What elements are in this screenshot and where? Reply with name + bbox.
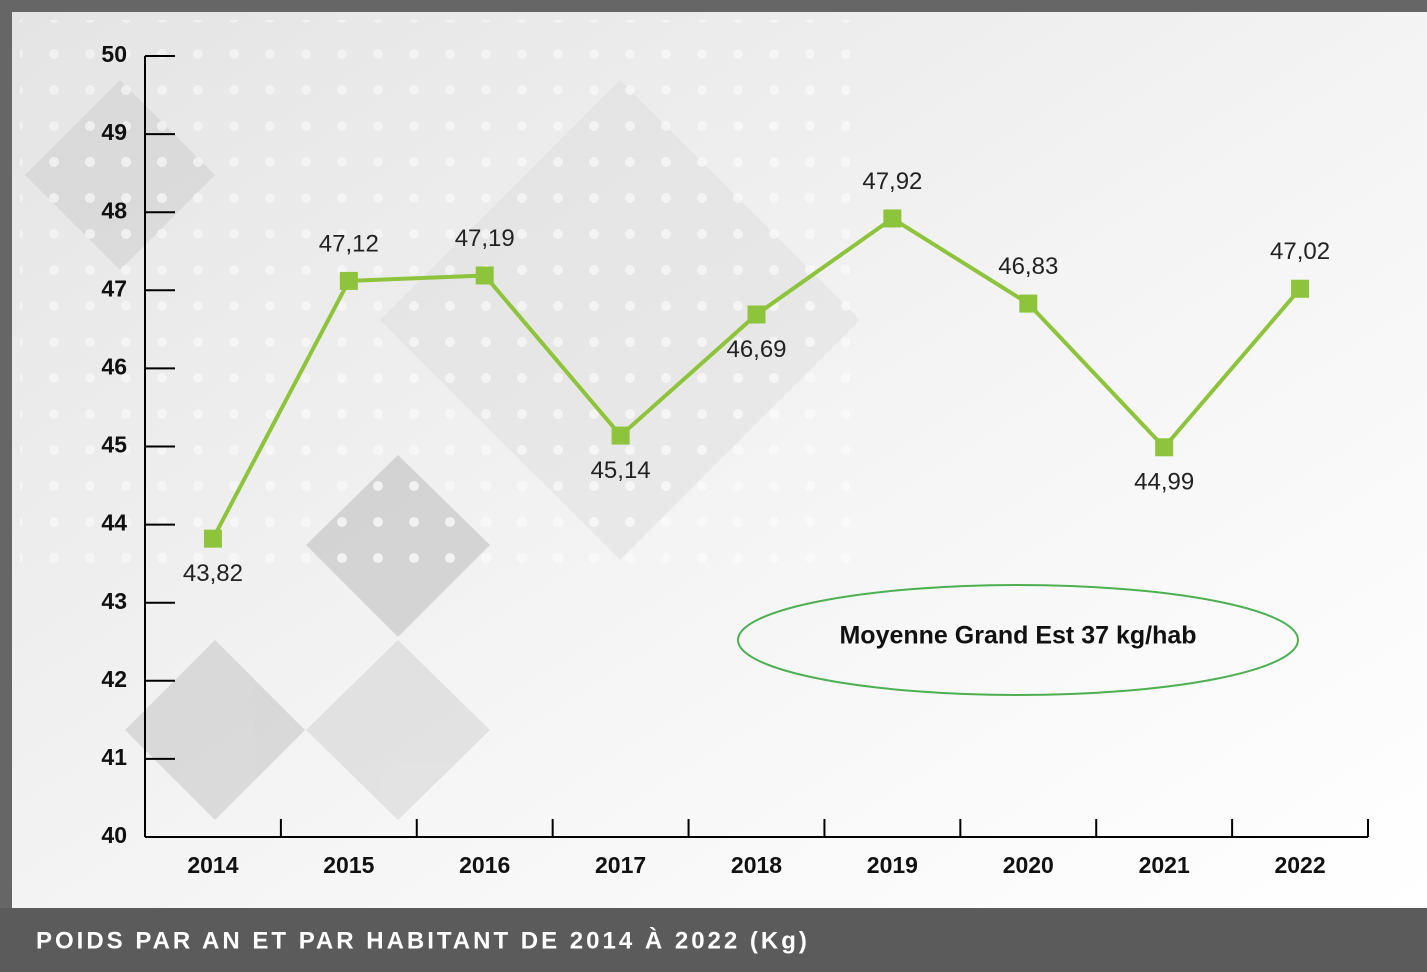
marker: [203, 529, 222, 548]
decoration: [20, 20, 860, 820]
y-tick-label: 48: [101, 197, 127, 223]
value-label: 44,99: [1134, 469, 1194, 496]
x-tick-label: 2018: [731, 852, 782, 878]
value-label: 46,69: [726, 336, 786, 363]
marker: [1291, 279, 1310, 298]
y-tick-label: 44: [101, 510, 127, 536]
x-tick-label: 2017: [595, 852, 646, 878]
marker: [1155, 438, 1174, 457]
y-tick-label: 47: [101, 275, 127, 301]
annotation: Moyenne Grand Est 37 kg/hab: [839, 622, 1196, 650]
title-bar: [0, 908, 1427, 972]
x-tick-label: 2022: [1274, 852, 1325, 878]
marker: [339, 271, 358, 290]
y-tick-label: 46: [101, 353, 127, 379]
x-tick-label: 2014: [187, 852, 238, 878]
x-tick-label: 2021: [1139, 852, 1190, 878]
value-label: 47,02: [1270, 238, 1330, 265]
y-tick-label: 40: [101, 822, 127, 848]
marker: [475, 266, 494, 285]
value-label: 45,14: [591, 457, 651, 484]
x-tick-label: 2015: [323, 852, 374, 878]
y-tick-label: 50: [101, 41, 127, 67]
y-tick-label: 45: [101, 432, 127, 458]
value-label: 47,12: [319, 230, 379, 257]
value-label: 46,83: [998, 253, 1058, 280]
y-tick-label: 43: [101, 588, 127, 614]
annotation-ellipse: [737, 584, 1299, 696]
value-label: 47,92: [862, 168, 922, 195]
chart-title: POIDS PAR AN ET PAR HABITANT DE 2014 À 2…: [36, 926, 810, 954]
value-label: 47,19: [455, 225, 515, 252]
value-label: 43,82: [183, 560, 243, 587]
x-tick-label: 2019: [867, 852, 918, 878]
marker: [883, 209, 902, 228]
marker: [611, 426, 630, 445]
marker: [747, 305, 766, 324]
y-tick-label: 42: [101, 666, 127, 692]
marker: [1019, 294, 1038, 313]
x-tick-label: 2016: [459, 852, 510, 878]
x-tick-label: 2020: [1003, 852, 1054, 878]
y-tick-label: 49: [101, 119, 127, 145]
y-tick-label: 41: [101, 744, 127, 770]
